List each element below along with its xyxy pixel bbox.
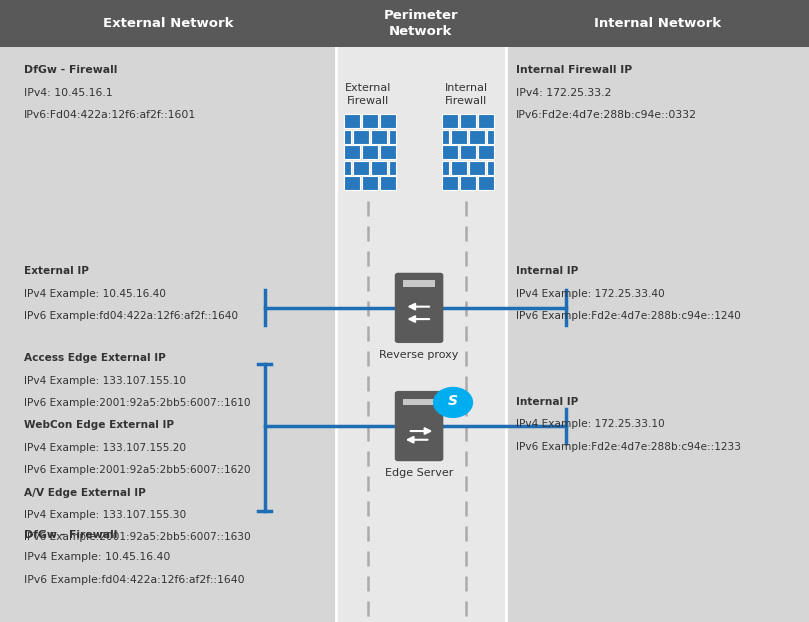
- Text: External
Firewall: External Firewall: [345, 83, 392, 106]
- Bar: [0, 47, 336, 622]
- Bar: [345, 130, 351, 144]
- Bar: [442, 161, 449, 175]
- Text: Internal Network: Internal Network: [594, 17, 721, 30]
- Text: IPv6:Fd2e:4d7e:288b:c94e::0332: IPv6:Fd2e:4d7e:288b:c94e::0332: [516, 110, 697, 120]
- Text: IPv6 Example:fd04:422a:12f6:af2f::1640: IPv6 Example:fd04:422a:12f6:af2f::1640: [24, 311, 239, 321]
- Text: S: S: [448, 394, 458, 408]
- Bar: [460, 177, 476, 190]
- Text: IPv4 Example: 172.25.33.10: IPv4 Example: 172.25.33.10: [516, 419, 665, 429]
- Bar: [345, 161, 351, 175]
- Bar: [469, 130, 485, 144]
- Bar: [442, 146, 458, 159]
- Text: A/V Edge External IP: A/V Edge External IP: [24, 488, 146, 498]
- Text: IPv6 Example:2001:92a5:2bb5:6007::1620: IPv6 Example:2001:92a5:2bb5:6007::1620: [24, 465, 251, 475]
- Bar: [371, 130, 387, 144]
- Bar: [403, 399, 435, 405]
- Text: Access Edge External IP: Access Edge External IP: [24, 353, 166, 363]
- Bar: [380, 177, 396, 190]
- Text: Internal Firewall IP: Internal Firewall IP: [516, 65, 633, 75]
- Bar: [354, 161, 369, 175]
- Bar: [345, 114, 360, 128]
- Bar: [389, 130, 396, 144]
- Text: IPv4 Example: 10.45.16.40: IPv4 Example: 10.45.16.40: [24, 289, 167, 299]
- Text: Perimeter
Network: Perimeter Network: [383, 9, 458, 38]
- Text: External Network: External Network: [103, 17, 233, 30]
- Bar: [442, 177, 458, 190]
- Bar: [380, 114, 396, 128]
- Bar: [478, 146, 494, 159]
- Bar: [487, 130, 494, 144]
- Text: DfGw - Firewall: DfGw - Firewall: [24, 530, 117, 540]
- Text: IPv4 Example: 133.107.155.10: IPv4 Example: 133.107.155.10: [24, 376, 186, 386]
- Text: Edge Server: Edge Server: [385, 468, 453, 478]
- Bar: [345, 146, 360, 159]
- Bar: [362, 114, 378, 128]
- Bar: [336, 0, 506, 47]
- Text: IPv6 Example:fd04:422a:12f6:af2f::1640: IPv6 Example:fd04:422a:12f6:af2f::1640: [24, 575, 245, 585]
- Text: Internal IP: Internal IP: [516, 397, 578, 407]
- Bar: [451, 130, 467, 144]
- Circle shape: [434, 388, 472, 417]
- Bar: [442, 130, 449, 144]
- Text: DfGw - Firewall: DfGw - Firewall: [24, 65, 117, 75]
- Bar: [0, 0, 336, 47]
- Text: Internal
Firewall: Internal Firewall: [444, 83, 488, 106]
- Bar: [380, 146, 396, 159]
- Text: IPv6 Example:2001:92a5:2bb5:6007::1610: IPv6 Example:2001:92a5:2bb5:6007::1610: [24, 398, 251, 408]
- Bar: [345, 177, 360, 190]
- Bar: [362, 146, 378, 159]
- Text: IPv6:Fd04:422a:12f6:af2f::1601: IPv6:Fd04:422a:12f6:af2f::1601: [24, 110, 197, 120]
- FancyBboxPatch shape: [395, 391, 443, 462]
- Bar: [371, 161, 387, 175]
- Bar: [460, 114, 476, 128]
- Text: IPv6 Example:Fd2e:4d7e:288b:c94e::1233: IPv6 Example:Fd2e:4d7e:288b:c94e::1233: [516, 442, 741, 452]
- Bar: [442, 114, 458, 128]
- Text: IPv4 Example: 133.107.155.30: IPv4 Example: 133.107.155.30: [24, 510, 187, 520]
- Text: IPv6 Example:2001:92a5:2bb5:6007::1630: IPv6 Example:2001:92a5:2bb5:6007::1630: [24, 532, 251, 542]
- Bar: [362, 177, 378, 190]
- Text: IPv4 Example: 172.25.33.40: IPv4 Example: 172.25.33.40: [516, 289, 665, 299]
- Bar: [451, 161, 467, 175]
- Text: Reverse proxy: Reverse proxy: [379, 350, 459, 360]
- Bar: [487, 161, 494, 175]
- Bar: [506, 47, 809, 622]
- Text: IPv4: 10.45.16.1: IPv4: 10.45.16.1: [24, 88, 113, 98]
- Bar: [336, 47, 506, 622]
- Text: WebCon Edge External IP: WebCon Edge External IP: [24, 420, 174, 430]
- Bar: [460, 146, 476, 159]
- Text: IPv4 Example: 10.45.16.40: IPv4 Example: 10.45.16.40: [24, 552, 171, 562]
- FancyBboxPatch shape: [395, 272, 443, 343]
- Bar: [354, 130, 369, 144]
- Bar: [478, 177, 494, 190]
- Bar: [389, 161, 396, 175]
- Text: IPv4 Example: 133.107.155.20: IPv4 Example: 133.107.155.20: [24, 443, 186, 453]
- Text: IPv4: 172.25.33.2: IPv4: 172.25.33.2: [516, 88, 612, 98]
- Bar: [478, 114, 494, 128]
- Bar: [506, 0, 809, 47]
- Text: IPv6 Example:Fd2e:4d7e:288b:c94e::1240: IPv6 Example:Fd2e:4d7e:288b:c94e::1240: [516, 311, 741, 321]
- Text: External IP: External IP: [24, 266, 89, 276]
- Bar: [403, 281, 435, 287]
- Text: Internal IP: Internal IP: [516, 266, 578, 276]
- Bar: [469, 161, 485, 175]
